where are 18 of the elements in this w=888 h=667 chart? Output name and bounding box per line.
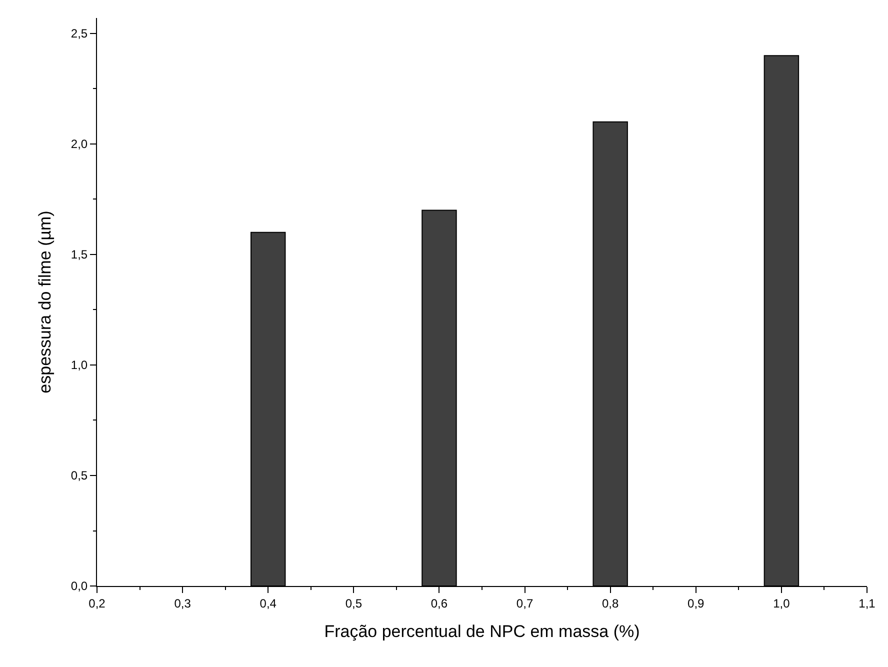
- y-tick-label: 0,5: [70, 468, 88, 483]
- y-tick-label: 1,5: [70, 248, 88, 262]
- x-tick-label: 0,5: [345, 596, 362, 610]
- y-tick-label: 2,5: [70, 26, 88, 41]
- x-tick-label: 0,2: [88, 596, 106, 610]
- x-tick-label: 0,3: [174, 596, 192, 610]
- x-tick-label: 0,4: [260, 596, 277, 610]
- x-axis-title: Fração percentual de NPC em massa (%): [324, 622, 640, 641]
- y-tick-label: 2,0: [70, 137, 88, 152]
- x-tick-label: 1,1: [858, 596, 876, 610]
- x-tick-label: 0,8: [602, 596, 619, 610]
- y-axis-title: espessura do filme (µm): [35, 210, 54, 394]
- x-tick-label: 0,9: [688, 596, 705, 610]
- y-tick-label: 1,0: [70, 358, 88, 372]
- y-tick-label: 0,0: [70, 579, 88, 594]
- x-tick-label: 0,6: [430, 596, 448, 610]
- x-tick-label: 0,7: [516, 596, 534, 610]
- x-tick-label: 1,0: [773, 596, 790, 610]
